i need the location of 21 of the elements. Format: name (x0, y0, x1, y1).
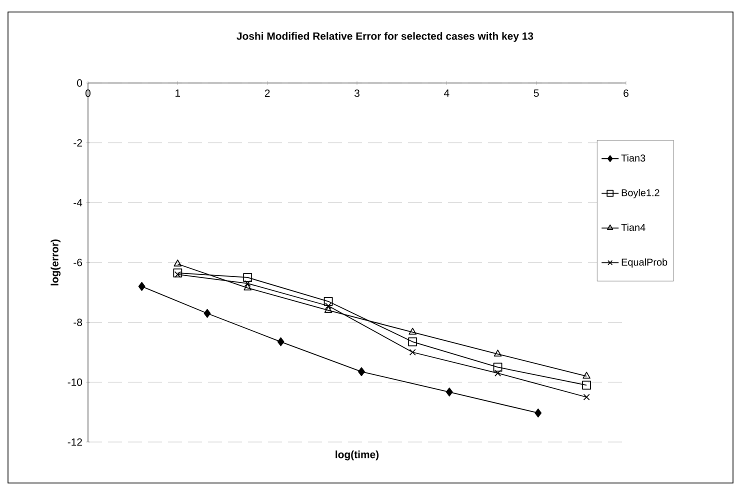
legend-label: EqualProb (622, 258, 668, 268)
y-tick-label: -12 (68, 438, 82, 446)
x-tick-label: 5 (534, 90, 539, 97)
chart-title: Joshi Modified Relative Error for selected cases with key 13 (236, 32, 534, 42)
legend-label: Tian4 (621, 224, 646, 231)
x-tick-label: 4 (444, 90, 450, 97)
x-tick-label: 6 (624, 90, 628, 97)
x-axis-title: log(time) (336, 450, 379, 460)
x-tick-label: 3 (354, 90, 360, 97)
y-tick-label: -8 (74, 318, 82, 326)
y-tick-label: -2 (74, 139, 82, 146)
y-tick-label: -4 (74, 199, 82, 206)
x-tick-label: 0 (85, 90, 90, 97)
x-tick-label: 2 (264, 90, 270, 97)
y-tick-label: -6 (74, 258, 82, 266)
y-axis-title: log(error) (50, 239, 61, 286)
legend-label: Tian3 (621, 154, 646, 162)
y-tick-label: 0 (77, 79, 82, 87)
legend-label: Boyle1.2 (622, 188, 660, 198)
y-tick-label: -10 (68, 378, 82, 386)
x-tick-label: 1 (176, 90, 180, 97)
